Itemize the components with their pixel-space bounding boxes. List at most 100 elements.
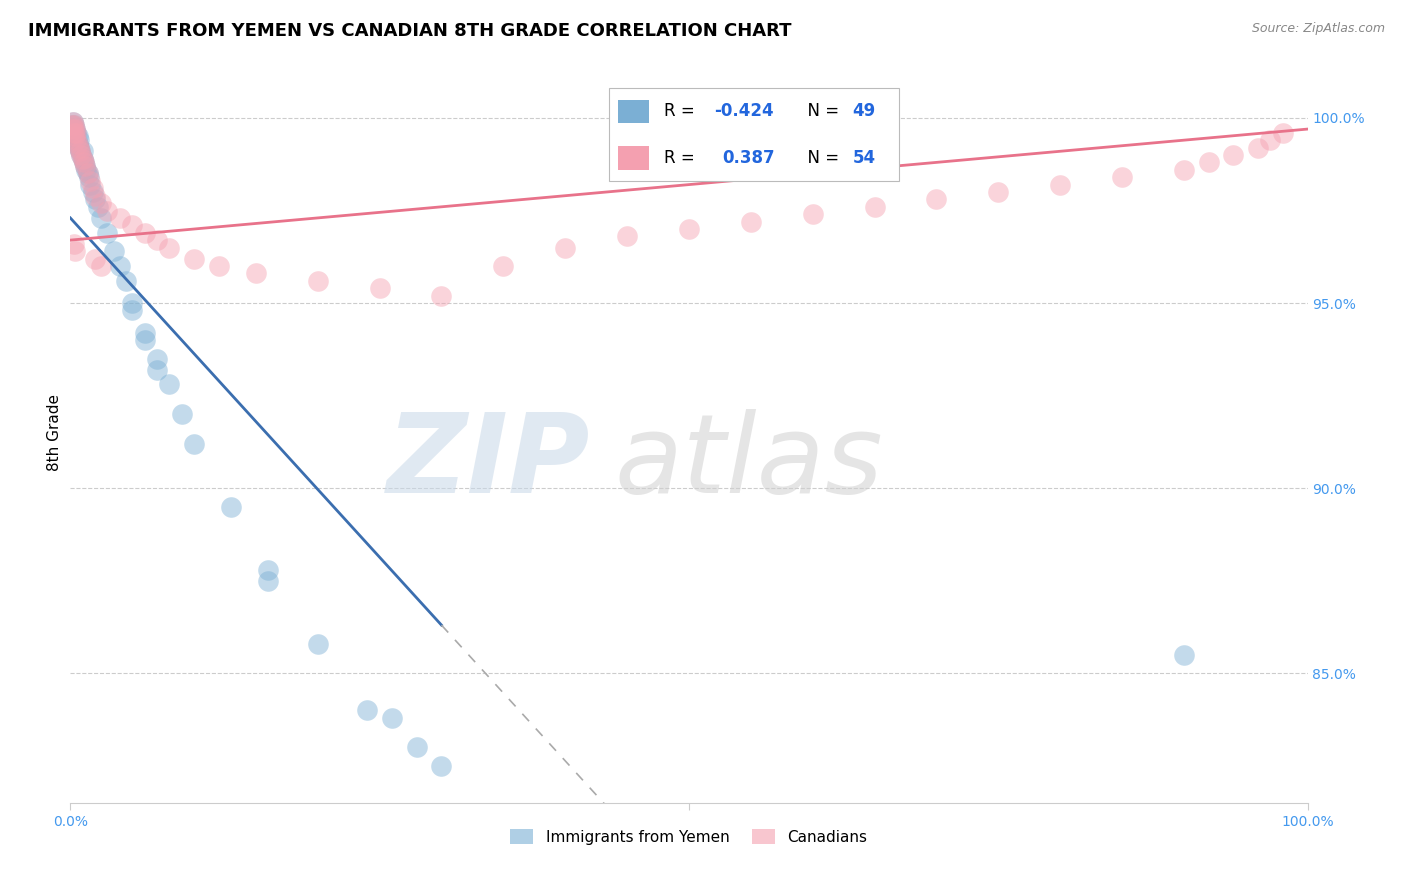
Point — [67, 140, 90, 154]
Text: 54: 54 — [852, 149, 876, 167]
Point — [73, 155, 96, 169]
Point — [170, 407, 193, 421]
Point — [63, 126, 86, 140]
Bar — [619, 146, 650, 169]
Point — [63, 126, 86, 140]
Point — [63, 236, 86, 251]
Point — [63, 119, 86, 133]
Point — [108, 211, 131, 225]
Point — [157, 377, 180, 392]
Point — [1260, 133, 1282, 147]
Point — [430, 288, 453, 302]
Point — [108, 259, 131, 273]
Point — [183, 252, 205, 266]
Point — [66, 129, 89, 144]
Point — [75, 162, 97, 177]
Point — [84, 193, 107, 207]
Point — [121, 296, 143, 310]
Point — [1049, 178, 1071, 192]
Point — [67, 140, 90, 154]
Point — [208, 259, 231, 273]
Point — [77, 170, 100, 185]
Point — [96, 226, 118, 240]
Point — [90, 196, 112, 211]
Point — [1111, 170, 1133, 185]
Point — [72, 152, 94, 166]
Point — [219, 500, 242, 514]
Point — [146, 233, 169, 247]
Point — [492, 259, 515, 273]
Point — [65, 129, 87, 144]
Point — [183, 436, 205, 450]
Point — [75, 159, 97, 173]
Text: ZIP: ZIP — [387, 409, 591, 516]
Point — [65, 129, 87, 144]
Point — [987, 185, 1010, 199]
Point — [79, 178, 101, 192]
Point — [1198, 155, 1220, 169]
Point — [62, 114, 84, 128]
Point — [1271, 126, 1294, 140]
Point — [430, 759, 453, 773]
Point — [70, 148, 93, 162]
Point — [405, 740, 427, 755]
Point — [157, 240, 180, 254]
Text: 49: 49 — [852, 103, 876, 120]
Point — [96, 203, 118, 218]
Point — [69, 145, 91, 159]
Point — [76, 166, 98, 180]
Point — [63, 119, 86, 133]
Point — [146, 362, 169, 376]
Point — [84, 188, 107, 202]
Point — [72, 152, 94, 166]
Point — [84, 252, 107, 266]
Point — [72, 145, 94, 159]
Text: IMMIGRANTS FROM YEMEN VS CANADIAN 8TH GRADE CORRELATION CHART: IMMIGRANTS FROM YEMEN VS CANADIAN 8TH GR… — [28, 22, 792, 40]
Point — [62, 114, 84, 128]
Point — [70, 148, 93, 162]
Point — [1173, 648, 1195, 662]
Point — [146, 351, 169, 366]
Point — [90, 259, 112, 273]
Point — [925, 193, 948, 207]
Text: R =: R = — [664, 103, 700, 120]
Text: 0.387: 0.387 — [723, 149, 775, 167]
Point — [65, 122, 87, 136]
Text: -0.424: -0.424 — [714, 103, 773, 120]
Point — [67, 133, 90, 147]
Point — [554, 240, 576, 254]
Point — [62, 122, 84, 136]
Point — [90, 211, 112, 225]
Point — [1222, 148, 1244, 162]
Text: N =: N = — [797, 103, 844, 120]
Point — [65, 126, 87, 140]
Point — [62, 122, 84, 136]
Point — [381, 711, 404, 725]
Legend: Immigrants from Yemen, Canadians: Immigrants from Yemen, Canadians — [505, 822, 873, 851]
Point — [65, 126, 87, 140]
Point — [1173, 162, 1195, 177]
Point — [82, 185, 104, 199]
Point — [801, 207, 824, 221]
Point — [82, 181, 104, 195]
Point — [79, 174, 101, 188]
Point — [73, 155, 96, 169]
Point — [1247, 140, 1270, 154]
Point — [103, 244, 125, 259]
Text: atlas: atlas — [614, 409, 883, 516]
Point — [257, 563, 280, 577]
Point — [65, 122, 87, 136]
Text: Source: ZipAtlas.com: Source: ZipAtlas.com — [1251, 22, 1385, 36]
Point — [134, 333, 156, 347]
Point — [69, 145, 91, 159]
Point — [616, 229, 638, 244]
Point — [66, 136, 89, 151]
Point — [75, 159, 97, 173]
Text: N =: N = — [797, 149, 844, 167]
Point — [307, 274, 329, 288]
Point — [65, 133, 87, 147]
Point — [60, 119, 83, 133]
Point — [121, 219, 143, 233]
Point — [115, 274, 138, 288]
Point — [76, 166, 98, 180]
